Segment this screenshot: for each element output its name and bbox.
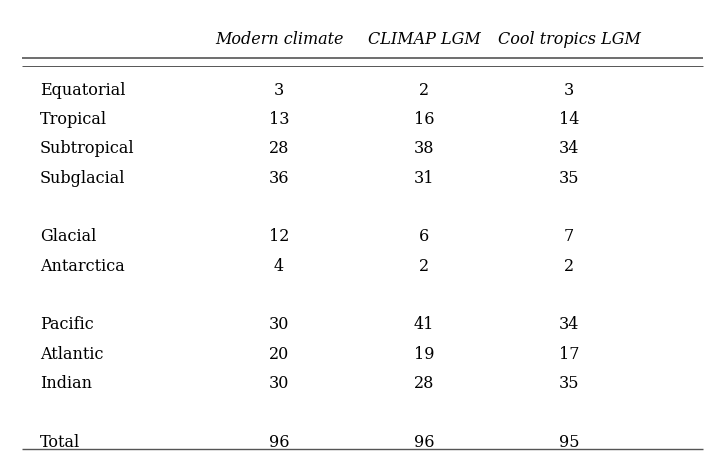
Text: 35: 35 [559,170,579,187]
Text: 19: 19 [414,346,434,363]
Text: CLIMAP LGM: CLIMAP LGM [368,31,481,48]
Text: 20: 20 [269,346,289,363]
Text: Glacial: Glacial [40,228,96,245]
Text: 96: 96 [269,434,289,450]
Text: 35: 35 [559,375,579,392]
Text: 38: 38 [414,140,434,157]
Text: 34: 34 [559,316,579,333]
Text: 14: 14 [559,111,579,128]
Text: Antarctica: Antarctica [40,258,125,274]
Text: 34: 34 [559,140,579,157]
Text: Tropical: Tropical [40,111,107,128]
Text: Total: Total [40,434,80,450]
Text: 41: 41 [414,316,434,333]
Text: Equatorial: Equatorial [40,82,125,98]
Text: 2: 2 [419,258,429,274]
Text: Atlantic: Atlantic [40,346,104,363]
Text: Indian: Indian [40,375,92,392]
Text: 31: 31 [414,170,434,187]
Text: 36: 36 [269,170,289,187]
Text: 17: 17 [559,346,579,363]
Text: 2: 2 [419,82,429,98]
Text: 13: 13 [269,111,289,128]
Text: Cool tropics LGM: Cool tropics LGM [497,31,641,48]
Text: Pacific: Pacific [40,316,94,333]
Text: 4: 4 [274,258,284,274]
Text: 7: 7 [564,228,574,245]
Text: Modern climate: Modern climate [215,31,344,48]
Text: 2: 2 [564,258,574,274]
Text: 30: 30 [269,375,289,392]
Text: 28: 28 [414,375,434,392]
Text: 3: 3 [564,82,574,98]
Text: 16: 16 [414,111,434,128]
Text: 3: 3 [274,82,284,98]
Text: 96: 96 [414,434,434,450]
Text: 6: 6 [419,228,429,245]
Text: 28: 28 [269,140,289,157]
Text: 12: 12 [269,228,289,245]
Text: Subtropical: Subtropical [40,140,135,157]
Text: 30: 30 [269,316,289,333]
Text: Subglacial: Subglacial [40,170,125,187]
Text: 95: 95 [559,434,579,450]
